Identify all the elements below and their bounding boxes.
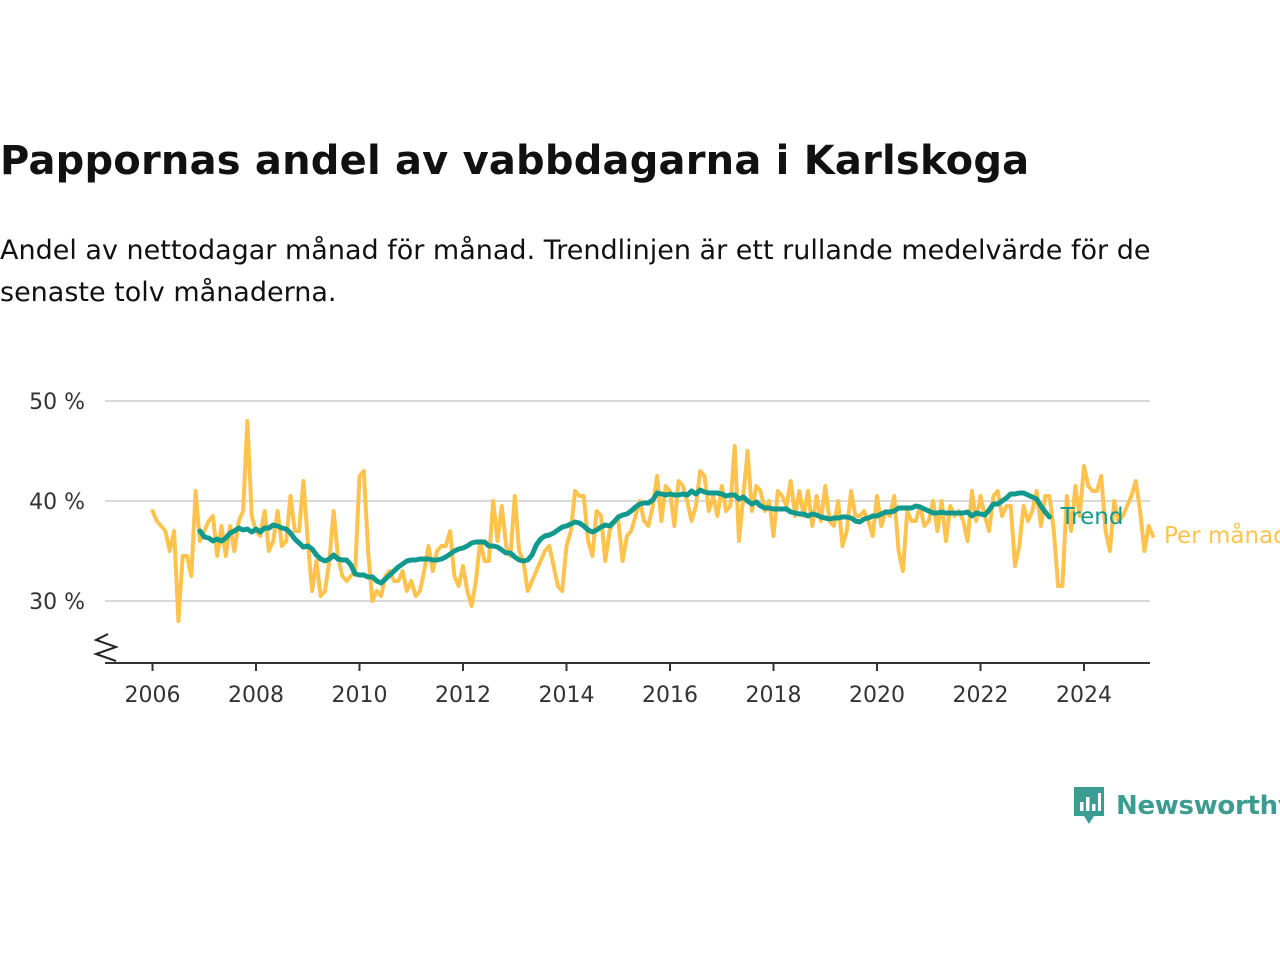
y-tick-label: 30 % [29, 590, 85, 615]
x-tick-label: 2006 [125, 683, 181, 708]
newsworthy-logo-icon [1074, 787, 1104, 824]
y-tick-label: 50 % [29, 390, 85, 415]
chart-title: Pappornas andel av vabbdagarna i Karlsko… [0, 138, 1030, 184]
series-line-trend [197, 487, 1052, 586]
x-axis [92, 633, 1150, 664]
x-tick-label: 2022 [953, 683, 1009, 708]
x-tick-label: 2024 [1056, 683, 1112, 708]
brand-logo: Newsworthy [1072, 785, 1280, 827]
y-tick-label: 40 % [29, 490, 85, 515]
y-axis-ticks: 30 % 40 % 50 % [29, 390, 85, 615]
x-tick-label: 2010 [332, 683, 388, 708]
x-tick-label: 2008 [228, 683, 284, 708]
series-label-trend: Trend [1060, 504, 1124, 530]
series-labels: Per månad Trend [1060, 504, 1280, 549]
chart-subtitle: Andel av nettodagar månad för månad. Tre… [0, 235, 1151, 308]
x-tick-label: 2012 [435, 683, 491, 708]
gridlines [105, 400, 1150, 602]
x-tick-label: 2018 [746, 683, 802, 708]
series-label-per-manad: Per månad [1164, 521, 1280, 549]
series-lines [150, 419, 1155, 623]
series-line-per-manad [150, 419, 1155, 623]
x-axis-ticks: 2006 2008 2010 2012 2014 2016 2018 2020 2022 2024 [125, 663, 1112, 708]
x-tick-label: 2014 [539, 683, 595, 708]
x-tick-label: 2016 [642, 683, 698, 708]
brand-name: Newsworthy [1116, 791, 1280, 821]
axis-break-icon [92, 633, 120, 662]
x-tick-label: 2020 [849, 683, 905, 708]
